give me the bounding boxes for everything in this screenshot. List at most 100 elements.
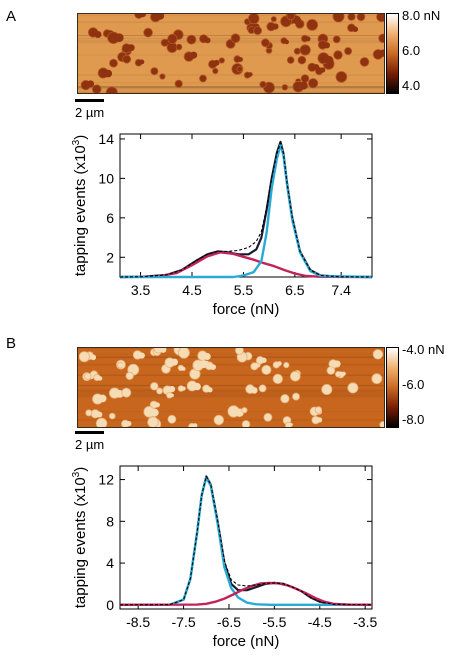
histogram-b: 0 4 8 12 -8.5 -7.5 -6.5 -5.5 -4.5 -3.5 force (nN) t…	[71, 465, 377, 650]
afm-island	[202, 384, 213, 393]
afm-island	[258, 384, 267, 393]
x-axis-label: force (nN)	[213, 301, 280, 318]
afm-island	[167, 33, 178, 44]
x-tick-label: 7.4	[331, 282, 351, 298]
afm-scanline	[78, 390, 384, 392]
afm-scanline	[78, 394, 384, 396]
afm-island	[122, 54, 132, 64]
x-tick-label: -6.5	[217, 614, 241, 630]
afm-island	[107, 31, 124, 44]
afm-island	[199, 34, 211, 44]
afm-island	[117, 362, 125, 369]
afm-island	[156, 387, 163, 395]
afm-island	[270, 16, 277, 23]
colorbar-a-tick-max: 8.0 nN	[402, 8, 441, 23]
plot-frame	[119, 465, 373, 610]
afm-island	[314, 406, 323, 414]
afm-island	[311, 415, 323, 425]
series-peak2-line	[120, 143, 373, 279]
colorbar-b-tick-min: -8.0	[402, 412, 425, 427]
afm-island	[280, 394, 290, 404]
afm-island	[235, 348, 244, 355]
afm-island	[132, 350, 145, 360]
afm-island	[109, 412, 116, 420]
y-tick-label: 2	[106, 249, 114, 265]
afm-island	[359, 57, 370, 67]
plot-frame	[119, 133, 373, 278]
afm-scanline	[78, 390, 384, 391]
afm-island	[91, 84, 102, 93]
afm-island	[306, 19, 319, 31]
afm-island	[292, 392, 300, 401]
colorbar-b-tick-mid: -6.0	[402, 377, 425, 392]
x-tick-label: 6.5	[285, 282, 305, 298]
afm-island	[109, 387, 124, 399]
afm-island	[263, 412, 273, 422]
afm-island	[281, 84, 289, 91]
afm-scanline	[78, 86, 384, 88]
y-axis-label: tapping events (x103)	[71, 135, 89, 276]
afm-island	[143, 27, 153, 38]
afm-island	[245, 384, 258, 394]
colorbar-a-tick-min: 4.0	[402, 78, 421, 93]
afm-island	[297, 55, 307, 65]
afm-island	[255, 356, 267, 365]
afm-island	[292, 80, 308, 93]
series-peak1-line	[119, 476, 372, 607]
afm-island	[212, 67, 219, 75]
afm-island	[164, 357, 178, 368]
x-tick-label: -4.5	[308, 614, 332, 630]
afm-island	[85, 409, 93, 417]
afm-island	[261, 364, 272, 375]
afm-island	[317, 52, 334, 65]
afm-island	[189, 368, 201, 380]
afm-scanline	[78, 353, 384, 355]
y-tick-label: 14	[98, 131, 114, 147]
afm-island	[286, 14, 296, 21]
afm-island	[266, 21, 279, 32]
panel-label-a: A	[6, 8, 17, 25]
afm-island	[241, 407, 248, 414]
x-tick-label: 4.5	[182, 282, 202, 298]
afm-island	[188, 422, 198, 427]
afm-island	[301, 34, 311, 43]
colorbar-b-tick-max: -4.0 nN	[402, 342, 445, 357]
afm-island	[177, 364, 186, 372]
afm-island	[261, 38, 270, 48]
afm-scanline	[78, 14, 384, 16]
afm-island	[150, 14, 165, 23]
afm-island	[199, 74, 207, 83]
afm-island	[150, 382, 159, 391]
x-tick-label: 3.5	[131, 282, 151, 298]
afm-island	[84, 372, 92, 380]
afm-island	[344, 47, 353, 56]
afm-scanline	[78, 396, 384, 398]
afm-island	[230, 33, 241, 43]
afm-scanline	[78, 82, 384, 84]
afm-island	[143, 406, 159, 418]
y-tick-label: 12	[98, 472, 114, 488]
afm-island	[90, 409, 103, 419]
afm-scanline	[78, 87, 384, 89]
y-tick-label: 0	[106, 597, 114, 613]
series-fit-line	[119, 475, 373, 606]
afm-island	[233, 55, 243, 63]
afm-island	[379, 421, 384, 427]
afm-scanline	[78, 357, 384, 359]
afm-island	[280, 37, 289, 45]
afm-island	[335, 71, 348, 83]
afm-island	[167, 414, 177, 424]
afm-island	[80, 80, 95, 91]
y-axis-label: tapping events (x103)	[71, 467, 89, 608]
series-data-line	[119, 475, 373, 606]
afm-island	[125, 371, 134, 380]
afm-scanline	[78, 394, 384, 396]
afm-island	[186, 380, 201, 392]
afm-scanline	[78, 374, 384, 376]
afm-scanline	[78, 86, 384, 88]
afm-island	[253, 26, 262, 35]
afm-scanline	[78, 384, 384, 386]
afm-scanline	[78, 87, 384, 89]
afm-island	[95, 417, 108, 427]
afm-scanline	[78, 392, 384, 394]
